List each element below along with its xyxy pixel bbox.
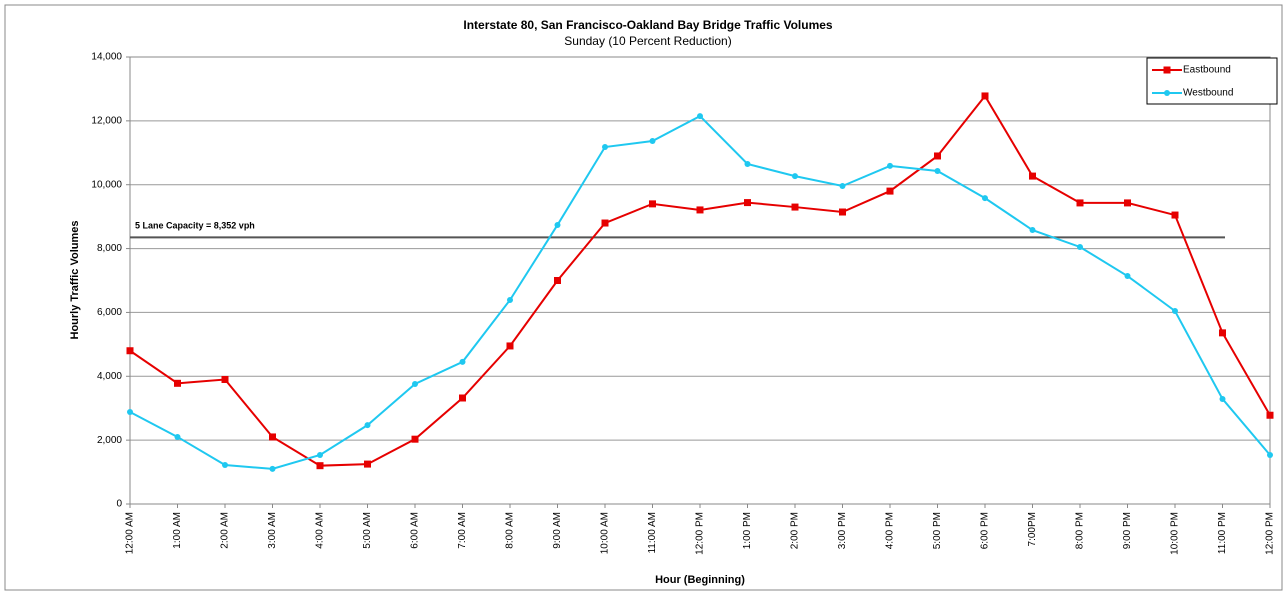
point bbox=[554, 221, 561, 228]
x-tick-label: 8:00 PM bbox=[1075, 512, 1086, 549]
legend-label: Westbound bbox=[1183, 88, 1233, 99]
x-tick-label: 3:00 PM bbox=[837, 512, 848, 549]
point bbox=[317, 451, 323, 458]
x-tick-label: 3:00 AM bbox=[267, 512, 278, 549]
point bbox=[1124, 199, 1131, 207]
point bbox=[507, 296, 513, 303]
point bbox=[839, 208, 846, 216]
point bbox=[1029, 172, 1036, 180]
point bbox=[127, 409, 133, 416]
point bbox=[744, 199, 751, 207]
point bbox=[174, 433, 181, 440]
point bbox=[744, 160, 751, 167]
point bbox=[364, 422, 371, 429]
legend-label: Eastbound bbox=[1183, 65, 1231, 76]
point bbox=[839, 182, 846, 189]
point bbox=[1029, 227, 1036, 234]
point bbox=[316, 462, 324, 470]
chart-subtitle: Sunday (10 Percent Reduction) bbox=[564, 34, 731, 48]
point bbox=[791, 203, 799, 211]
point bbox=[1267, 451, 1273, 458]
point bbox=[886, 187, 894, 195]
point bbox=[1076, 199, 1084, 207]
legend-marker bbox=[1164, 90, 1170, 96]
x-tick-label: 12:00 PM bbox=[695, 512, 706, 555]
x-tick-label: 10:00 PM bbox=[1170, 512, 1181, 555]
x-tick-label: 10:00 AM bbox=[600, 512, 611, 554]
point bbox=[601, 219, 609, 227]
point bbox=[1266, 411, 1274, 419]
x-tick-label: 2:00 AM bbox=[220, 512, 231, 549]
x-tick-label: 1:00 AM bbox=[172, 512, 183, 549]
x-tick-label: 8:00 AM bbox=[505, 512, 516, 549]
y-tick-label: 4,000 bbox=[97, 371, 122, 382]
chart-title: Interstate 80, San Francisco-Oakland Bay… bbox=[463, 18, 833, 32]
point bbox=[1124, 273, 1131, 280]
x-tick-label: 11:00 PM bbox=[1217, 512, 1228, 554]
point bbox=[411, 435, 419, 443]
x-tick-label: 12:00 AM bbox=[125, 512, 136, 554]
point bbox=[696, 206, 704, 214]
y-axis-title: Hourly Traffic Volumes bbox=[69, 221, 81, 340]
point bbox=[934, 167, 941, 174]
point bbox=[126, 347, 134, 355]
legend-box bbox=[1146, 57, 1278, 105]
y-tick-label: 12,000 bbox=[91, 115, 122, 126]
point bbox=[174, 379, 181, 387]
x-tick-label: 7:00 AM bbox=[457, 512, 468, 549]
x-tick-label: 2:00 PM bbox=[790, 512, 801, 549]
chart-border bbox=[4, 4, 1283, 591]
point bbox=[222, 462, 228, 469]
point bbox=[1171, 211, 1179, 219]
point bbox=[792, 173, 798, 180]
y-tick-label: 10,000 bbox=[91, 179, 122, 190]
y-tick-label: 14,000 bbox=[91, 52, 122, 63]
x-tick-label: 5:00 AM bbox=[362, 512, 373, 549]
capacity-label: 5 Lane Capacity = 8,352 vph bbox=[135, 221, 255, 231]
x-tick-label: 9:00 PM bbox=[1122, 512, 1133, 549]
point bbox=[506, 342, 514, 350]
x-tick-label: 12:00 PM bbox=[1265, 512, 1276, 555]
point bbox=[269, 465, 276, 472]
point bbox=[269, 433, 276, 441]
point bbox=[1172, 307, 1178, 314]
y-tick-label: 0 bbox=[116, 499, 122, 510]
x-tick-label: 1:00 PM bbox=[742, 512, 753, 549]
point bbox=[1077, 243, 1083, 250]
x-tick-label: 7:00PM bbox=[1027, 512, 1038, 546]
point bbox=[364, 460, 371, 468]
point bbox=[221, 375, 229, 383]
x-tick-label: 11:00 AM bbox=[647, 512, 658, 554]
point bbox=[412, 380, 418, 387]
point bbox=[1219, 329, 1226, 337]
x-tick-label: 5:00 PM bbox=[932, 512, 943, 549]
point bbox=[602, 144, 608, 151]
point bbox=[649, 137, 656, 144]
y-tick-label: 8,000 bbox=[97, 243, 122, 254]
point bbox=[459, 394, 466, 402]
point bbox=[982, 195, 988, 202]
point bbox=[649, 200, 656, 208]
x-tick-label: 6:00 PM bbox=[980, 512, 991, 549]
y-tick-label: 6,000 bbox=[97, 307, 122, 318]
point bbox=[459, 358, 466, 365]
x-tick-label: 4:00 AM bbox=[315, 512, 326, 549]
point bbox=[697, 113, 703, 120]
x-tick-label: 9:00 AM bbox=[552, 512, 563, 549]
x-tick-label: 6:00 AM bbox=[410, 512, 421, 549]
x-axis-title: Hour (Beginning) bbox=[655, 574, 745, 586]
x-tick-label: 4:00 PM bbox=[885, 512, 896, 549]
point bbox=[1219, 395, 1226, 402]
y-tick-label: 2,000 bbox=[97, 435, 122, 446]
legend-marker bbox=[1163, 66, 1171, 74]
point bbox=[934, 152, 941, 160]
point bbox=[981, 92, 989, 100]
point bbox=[554, 277, 561, 284]
point bbox=[887, 162, 893, 169]
